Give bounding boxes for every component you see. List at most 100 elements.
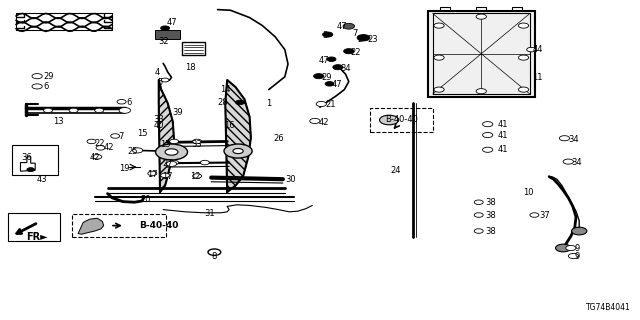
Bar xyxy=(72,214,166,237)
Text: 18: 18 xyxy=(186,63,196,72)
Text: 12: 12 xyxy=(190,172,200,181)
Text: 42: 42 xyxy=(90,153,100,162)
Text: 38: 38 xyxy=(485,198,496,207)
Circle shape xyxy=(93,155,102,159)
Circle shape xyxy=(530,213,539,217)
Circle shape xyxy=(44,108,52,113)
Circle shape xyxy=(32,74,42,79)
Text: 5: 5 xyxy=(157,78,163,87)
Text: 42: 42 xyxy=(319,118,329,127)
Circle shape xyxy=(483,147,493,152)
Circle shape xyxy=(518,55,529,60)
Bar xyxy=(440,7,450,13)
Circle shape xyxy=(193,174,202,178)
Bar xyxy=(476,7,486,13)
Text: 38: 38 xyxy=(485,227,496,236)
Text: 47: 47 xyxy=(332,80,342,89)
Text: 29: 29 xyxy=(44,72,54,81)
Text: 21: 21 xyxy=(325,100,335,109)
Text: 33: 33 xyxy=(192,140,202,149)
Text: 42: 42 xyxy=(104,143,114,152)
Text: 17: 17 xyxy=(147,170,157,179)
Circle shape xyxy=(32,84,42,89)
Text: 39: 39 xyxy=(173,108,183,117)
Text: TG74B4041: TG74B4041 xyxy=(586,303,630,312)
Text: 24: 24 xyxy=(390,166,401,175)
Text: 47: 47 xyxy=(336,22,347,31)
Circle shape xyxy=(474,229,483,233)
Text: 34: 34 xyxy=(340,64,351,73)
Text: 38: 38 xyxy=(485,211,496,220)
Circle shape xyxy=(161,173,170,178)
Circle shape xyxy=(208,249,221,255)
Text: B-40-40: B-40-40 xyxy=(140,221,179,230)
Circle shape xyxy=(434,55,444,60)
Text: 7: 7 xyxy=(118,132,124,141)
Circle shape xyxy=(559,136,570,141)
Text: 34: 34 xyxy=(571,158,582,167)
Circle shape xyxy=(200,160,209,165)
Text: 40: 40 xyxy=(154,121,164,130)
Text: FR►: FR► xyxy=(26,232,48,243)
Bar xyxy=(155,30,180,39)
Circle shape xyxy=(518,87,529,92)
Circle shape xyxy=(166,161,177,166)
Circle shape xyxy=(310,118,320,124)
Text: 10: 10 xyxy=(523,188,533,197)
Text: 32: 32 xyxy=(158,37,168,46)
Text: 22: 22 xyxy=(95,139,105,148)
Circle shape xyxy=(483,132,493,138)
Text: 37: 37 xyxy=(539,212,550,220)
Text: 6: 6 xyxy=(127,98,132,107)
Text: 14: 14 xyxy=(220,85,230,94)
Circle shape xyxy=(566,245,576,251)
Circle shape xyxy=(69,108,78,113)
Circle shape xyxy=(343,23,355,29)
Circle shape xyxy=(333,65,343,70)
Circle shape xyxy=(233,148,243,154)
Text: 8: 8 xyxy=(212,252,217,261)
Text: 7: 7 xyxy=(353,29,358,38)
Circle shape xyxy=(568,253,579,259)
Polygon shape xyxy=(225,80,251,192)
Bar xyxy=(8,213,60,241)
Circle shape xyxy=(563,159,573,164)
Circle shape xyxy=(476,89,486,94)
Circle shape xyxy=(111,134,120,138)
Text: 47: 47 xyxy=(166,18,177,27)
Circle shape xyxy=(483,122,493,127)
Text: 31: 31 xyxy=(205,209,215,218)
Bar xyxy=(370,108,433,132)
Circle shape xyxy=(148,171,157,176)
Circle shape xyxy=(156,144,188,160)
Text: 6: 6 xyxy=(44,82,49,91)
Bar xyxy=(428,11,535,97)
Circle shape xyxy=(434,87,444,92)
Circle shape xyxy=(474,200,483,204)
Circle shape xyxy=(314,74,324,79)
Circle shape xyxy=(344,49,354,54)
Circle shape xyxy=(434,23,444,28)
Circle shape xyxy=(170,139,179,144)
Circle shape xyxy=(27,168,35,172)
Circle shape xyxy=(325,82,334,86)
Circle shape xyxy=(316,101,326,107)
Polygon shape xyxy=(78,218,104,234)
Bar xyxy=(12,145,58,175)
Circle shape xyxy=(527,47,536,52)
Circle shape xyxy=(117,100,126,104)
Circle shape xyxy=(165,149,178,155)
Text: 43: 43 xyxy=(36,175,47,184)
Text: 47: 47 xyxy=(319,56,330,65)
Circle shape xyxy=(323,32,333,37)
Text: 25: 25 xyxy=(128,147,138,156)
Text: 33: 33 xyxy=(154,115,164,124)
Circle shape xyxy=(96,146,105,150)
Text: 11: 11 xyxy=(532,73,543,82)
Text: 44: 44 xyxy=(532,45,543,54)
Text: 19: 19 xyxy=(120,164,130,172)
Circle shape xyxy=(518,23,529,28)
Circle shape xyxy=(357,35,370,41)
Circle shape xyxy=(556,244,571,252)
Circle shape xyxy=(119,108,131,113)
